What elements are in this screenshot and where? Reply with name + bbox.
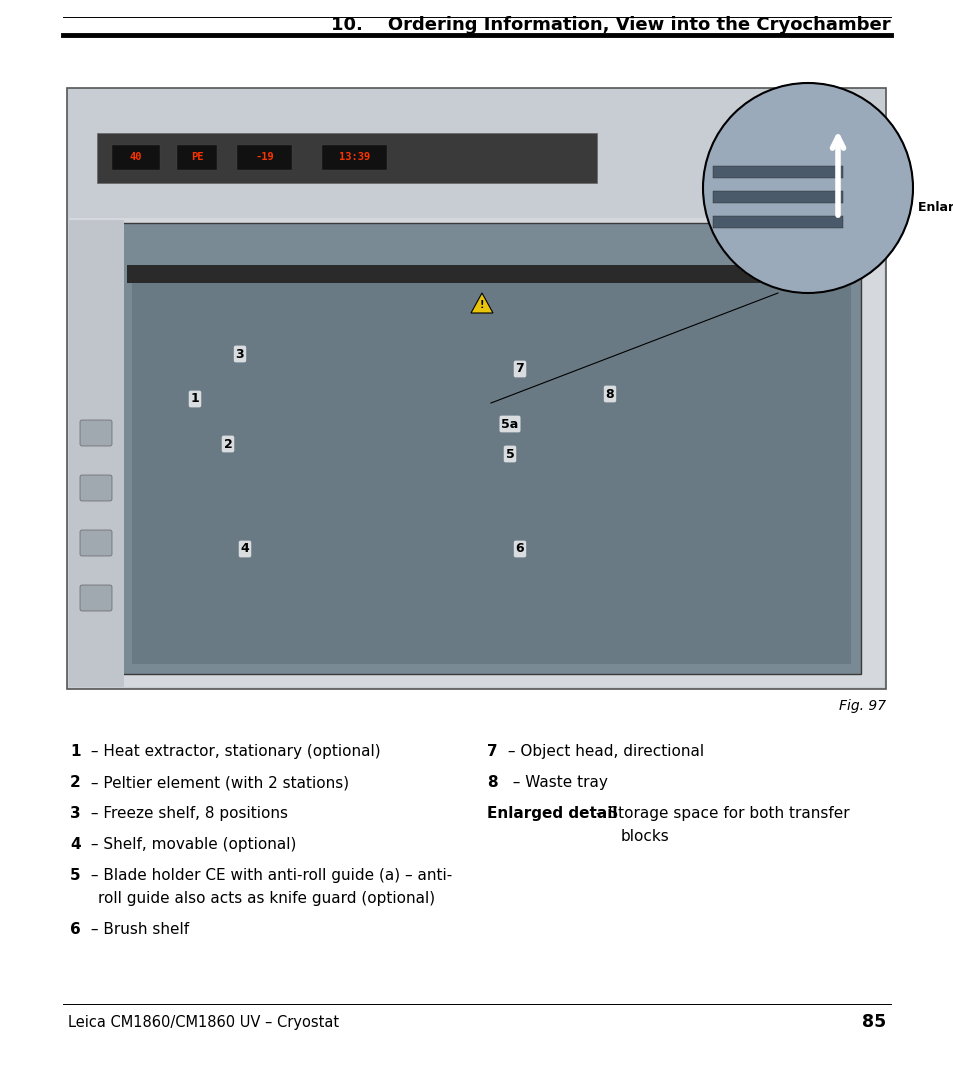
FancyBboxPatch shape	[80, 530, 112, 556]
Text: 8: 8	[486, 775, 497, 789]
Text: roll guide also acts as knife guard (optional): roll guide also acts as knife guard (opt…	[98, 891, 435, 906]
Bar	[712, 216, 842, 228]
Text: – Waste tray: – Waste tray	[502, 775, 607, 789]
Text: Fig. 97: Fig. 97	[838, 699, 885, 713]
Bar	[69, 90, 883, 687]
Bar	[322, 145, 387, 170]
Text: – Brush shelf: – Brush shelf	[86, 922, 189, 937]
Text: 3: 3	[70, 806, 81, 821]
Bar	[177, 145, 216, 170]
Text: 7: 7	[515, 363, 524, 376]
Text: PE: PE	[191, 152, 203, 162]
Text: – Shelf, movable (optional): – Shelf, movable (optional)	[86, 837, 296, 852]
Text: 5a: 5a	[501, 418, 518, 431]
Text: 8: 8	[605, 388, 614, 401]
Text: 6: 6	[70, 922, 81, 937]
Text: 3: 3	[235, 348, 244, 361]
Bar	[67, 87, 885, 689]
Circle shape	[702, 83, 912, 293]
Text: 13:39: 13:39	[338, 152, 370, 162]
Text: – Peltier element (with 2 stations): – Peltier element (with 2 stations)	[86, 775, 349, 789]
Text: – Freeze shelf, 8 positions: – Freeze shelf, 8 positions	[86, 806, 288, 821]
Text: 10.    Ordering Information, View into the Cryochamber: 10. Ordering Information, View into the …	[331, 16, 890, 33]
Text: Enlarged detail: Enlarged detail	[917, 202, 953, 215]
Text: – Storage space for both transfer: – Storage space for both transfer	[590, 806, 849, 821]
FancyBboxPatch shape	[80, 585, 112, 611]
Text: 4: 4	[240, 542, 249, 555]
Bar	[97, 133, 597, 183]
Text: 1: 1	[70, 744, 80, 759]
Text: 40: 40	[130, 152, 142, 162]
Text: – Blade holder CE with anti-roll guide (a) – anti-: – Blade holder CE with anti-roll guide (…	[86, 868, 452, 883]
Text: 85: 85	[861, 1013, 885, 1031]
Text: -19: -19	[254, 152, 274, 162]
Text: 6: 6	[516, 542, 524, 555]
Bar	[127, 265, 855, 283]
Text: 2: 2	[70, 775, 81, 789]
Text: Leica CM1860/CM1860 UV – Cryostat: Leica CM1860/CM1860 UV – Cryostat	[68, 1014, 338, 1029]
Bar	[112, 145, 160, 170]
Bar	[712, 191, 842, 203]
Bar	[122, 222, 861, 674]
Bar	[236, 145, 292, 170]
Bar	[712, 166, 842, 178]
Text: 5: 5	[505, 447, 514, 460]
Text: Enlarged detail: Enlarged detail	[486, 806, 617, 821]
Text: blocks: blocks	[620, 829, 669, 843]
Bar	[69, 90, 883, 218]
FancyBboxPatch shape	[80, 475, 112, 501]
Bar	[69, 220, 124, 687]
Text: !: !	[479, 300, 484, 310]
Text: – Object head, directional: – Object head, directional	[502, 744, 703, 759]
Bar	[132, 273, 850, 664]
Polygon shape	[471, 293, 493, 313]
Text: 5: 5	[70, 868, 81, 883]
Text: 4: 4	[70, 837, 81, 852]
Text: – Heat extractor, stationary (optional): – Heat extractor, stationary (optional)	[86, 744, 380, 759]
FancyBboxPatch shape	[80, 420, 112, 446]
Text: 1: 1	[191, 392, 199, 405]
Text: 2: 2	[223, 437, 233, 450]
Text: 7: 7	[486, 744, 497, 759]
